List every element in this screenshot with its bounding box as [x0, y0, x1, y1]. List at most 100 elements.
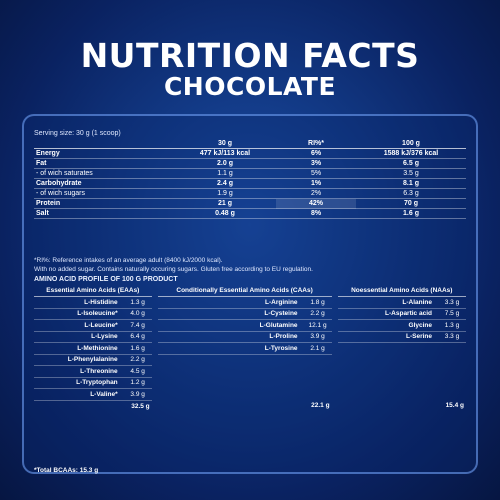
amino-row: L-Tryptophan 1.2 g	[34, 377, 466, 389]
value-30g: 0.48 g	[174, 208, 276, 219]
nutrition-row: Carbohydrate 2.4 g 1% 8.1 g	[34, 178, 466, 189]
value-100g: 8.1 g	[356, 178, 466, 189]
amino-total: 22.1 g	[311, 402, 330, 410]
amino-acid-name: L-Cysteine	[157, 308, 304, 320]
flavor-subtitle: CHOCOLATE	[163, 72, 337, 101]
serving-size: Serving size: 30 g (1 scoop)	[34, 130, 121, 137]
amino-row: L-Lysine 6.4 g L-Proline 3.9 g L-Serine 3.3 g	[34, 331, 466, 343]
amino-acid-amount: 1.3 g	[438, 319, 466, 332]
footnote-ri: *RI%: Reference intakes of an average ad…	[34, 257, 223, 264]
amino-acid-amount: 7.5 g	[438, 308, 466, 320]
amino-acid-name: L-Threonine	[34, 365, 124, 378]
value-30g: 1.9 g	[174, 188, 276, 199]
nutrition-header-30g: 30 g	[174, 139, 276, 149]
value-100g: 1.6 g	[356, 208, 466, 219]
value-ri: 42%	[276, 198, 356, 209]
nutrient-name: - of wich saturates	[34, 168, 174, 179]
amino-acid-name	[338, 377, 438, 389]
amino-total: 15.4 g	[445, 402, 464, 410]
amino-acid-amount: 4.0 g	[123, 308, 152, 320]
page-title: NUTRITION FACTS	[80, 36, 420, 75]
amino-row: L-Methionine 1.6 g L-Tyrosine 2.1 g	[34, 342, 466, 355]
amino-acid-amount: 2.1 g	[303, 342, 332, 355]
amino-acid-amount	[438, 366, 466, 378]
amino-acid-name: L-Tyrosine	[157, 342, 304, 355]
nutrition-row: Salt 0.48 g 8% 1.6 g	[34, 208, 466, 219]
amino-row: L-Threonine 4.5 g	[34, 365, 466, 378]
amino-acid-amount	[304, 354, 332, 366]
amino-acid-name: L-Isoleucine*	[34, 308, 124, 320]
amino-acid-name	[338, 343, 438, 355]
footnote-sugar: With no added sugar. Contains naturally …	[34, 266, 313, 273]
value-30g: 477 kJ/113 kcal	[174, 148, 276, 159]
nutrient-name: Carbohydrate	[34, 178, 174, 189]
amino-total: 32.5 g	[131, 402, 150, 410]
amino-acid-amount	[304, 389, 332, 401]
amino-acid-amount: 3.9 g	[303, 331, 332, 343]
amino-acid-name	[158, 366, 304, 378]
footnotes: *RI%: Reference intakes of an average ad…	[34, 256, 313, 274]
amino-acid-name: L-Proline	[157, 331, 304, 343]
amino-acid-amount	[304, 366, 332, 378]
value-100g: 70 g	[356, 198, 466, 209]
amino-acid-name: L-Histidine	[34, 296, 124, 309]
amino-acid-amount	[438, 343, 466, 355]
amino-header-naa: Noessential Amino Acids (NAAs)	[337, 286, 466, 297]
value-ri: 8%	[276, 208, 356, 219]
nutrition-header-ri: RI%*	[276, 139, 356, 149]
value-ri: 5%	[276, 168, 356, 179]
amino-acid-name: L-Tryptophan	[34, 377, 124, 389]
amino-acid-name: L-Methionine	[34, 342, 124, 355]
value-100g: 6.3 g	[356, 188, 466, 199]
amino-acid-amount	[304, 377, 332, 389]
amino-acid-name: L-Lysine	[34, 331, 124, 343]
amino-row: L-Isoleucine* 4.0 g L-Cysteine 2.2 g L-Aspar…	[34, 308, 466, 320]
amino-acid-name: Glycine	[337, 319, 438, 332]
amino-acid-amount	[438, 354, 466, 366]
amino-acid-name: L-Aspartic acid	[337, 308, 438, 320]
amino-title: AMINO ACID PROFILE OF 100 G PRODUCT	[34, 276, 178, 283]
amino-header-caa: Conditionally Essential Amino Acids (CAA…	[157, 286, 332, 297]
amino-acid-amount: 1.8 g	[303, 296, 332, 309]
nutrient-name: Salt	[34, 208, 174, 219]
amino-header-eaa: Essential Amino Acids (EAAs)	[34, 286, 152, 297]
nutrition-row: Fat 2.0 g 3% 6.5 g	[34, 158, 466, 169]
amino-acid-amount: 12.1 g	[303, 319, 332, 332]
value-ri: 6%	[276, 148, 356, 159]
nutrition-row: Energy 477 kJ/113 kcal 6% 1588 kJ/376 kcal	[34, 148, 466, 159]
amino-acid-name: L-Leucine*	[34, 319, 124, 332]
nutrient-name: Energy	[34, 148, 174, 159]
amino-acid-amount	[438, 389, 466, 401]
amino-row: L-Valine* 3.9 g	[34, 388, 466, 401]
amino-acid-amount: 1.2 g	[123, 377, 152, 389]
amino-acid-name	[158, 354, 304, 366]
amino-totals-row: 32.5 g 22.1 g 15.4 g	[34, 400, 466, 412]
value-100g: 6.5 g	[356, 158, 466, 169]
amino-acid-amount: 3.9 g	[123, 388, 152, 401]
value-30g: 2.0 g	[174, 158, 276, 169]
amino-acid-name	[338, 366, 438, 378]
amino-acid-name	[338, 354, 438, 366]
amino-acid-amount: 2.2 g	[303, 308, 332, 320]
value-ri: 3%	[276, 158, 356, 169]
amino-acid-name	[158, 389, 304, 401]
amino-row: L-Phenylalanine 2.2 g	[34, 354, 466, 366]
nutrition-header-row: 30 g RI%* 100 g	[34, 139, 466, 149]
amino-acid-name: L-Alanine	[337, 296, 438, 309]
amino-body: L-Histidine 1.3 g L-Arginine 1.8 g L-Alanine…	[34, 296, 466, 412]
value-ri: 2%	[276, 188, 356, 199]
nutrient-name: - of wich sugars	[34, 188, 174, 199]
amino-acid-amount: 2.2 g	[123, 354, 152, 366]
amino-acid-name: L-Arginine	[157, 296, 304, 309]
nutrition-header-100g: 100 g	[356, 139, 466, 149]
value-30g: 2.4 g	[174, 178, 276, 189]
amino-acid-name: L-Glutamine	[157, 319, 304, 332]
amino-acid-amount	[438, 377, 466, 389]
value-ri: 1%	[276, 178, 356, 189]
amino-header-row: Essential Amino Acids (EAAs) Conditional…	[34, 286, 466, 297]
amino-acid-name	[338, 389, 438, 401]
amino-acid-name: L-Valine*	[34, 388, 124, 401]
amino-acid-amount: 7.4 g	[123, 319, 152, 332]
value-30g: 21 g	[174, 198, 276, 209]
amino-acid-amount: 3.3 g	[438, 331, 466, 343]
